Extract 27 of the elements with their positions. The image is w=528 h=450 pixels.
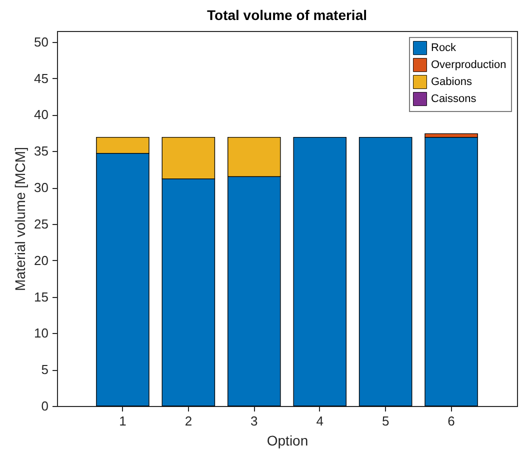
bar bbox=[424, 136, 478, 406]
x-tick-label: 4 bbox=[316, 414, 324, 428]
x-tick-label: 5 bbox=[382, 414, 390, 428]
x-tick-label: 2 bbox=[184, 414, 192, 428]
y-tick-label: 25 bbox=[34, 216, 48, 232]
legend-label: Caissons bbox=[431, 93, 477, 105]
y-tick-label: 45 bbox=[34, 70, 48, 86]
bar bbox=[358, 136, 412, 406]
y-tick-label: 0 bbox=[41, 398, 48, 414]
x-axis-title: Option bbox=[266, 432, 308, 448]
y-tick-label: 15 bbox=[34, 289, 48, 304]
y-tick-label: 50 bbox=[34, 34, 48, 50]
y-tick-label: 35 bbox=[34, 144, 48, 159]
x-tick-label: 3 bbox=[250, 414, 258, 428]
legend-label: Overproduction bbox=[431, 59, 506, 71]
legend-label: Gabions bbox=[431, 76, 472, 88]
y-axis-title: Material volume [MCM] bbox=[12, 147, 28, 291]
legend-label: Rock bbox=[431, 42, 457, 54]
y-tick-label: 20 bbox=[34, 252, 48, 268]
y-tick-label: 30 bbox=[34, 180, 48, 196]
y-tick-label: 10 bbox=[34, 326, 48, 341]
x-tick-label: 6 bbox=[448, 414, 455, 428]
x-tick-label: 1 bbox=[119, 414, 126, 428]
bar bbox=[293, 136, 346, 406]
y-tick-label: 40 bbox=[34, 107, 48, 122]
chart-title: Total volume of material bbox=[207, 7, 367, 23]
y-tick-label: 5 bbox=[41, 362, 48, 378]
